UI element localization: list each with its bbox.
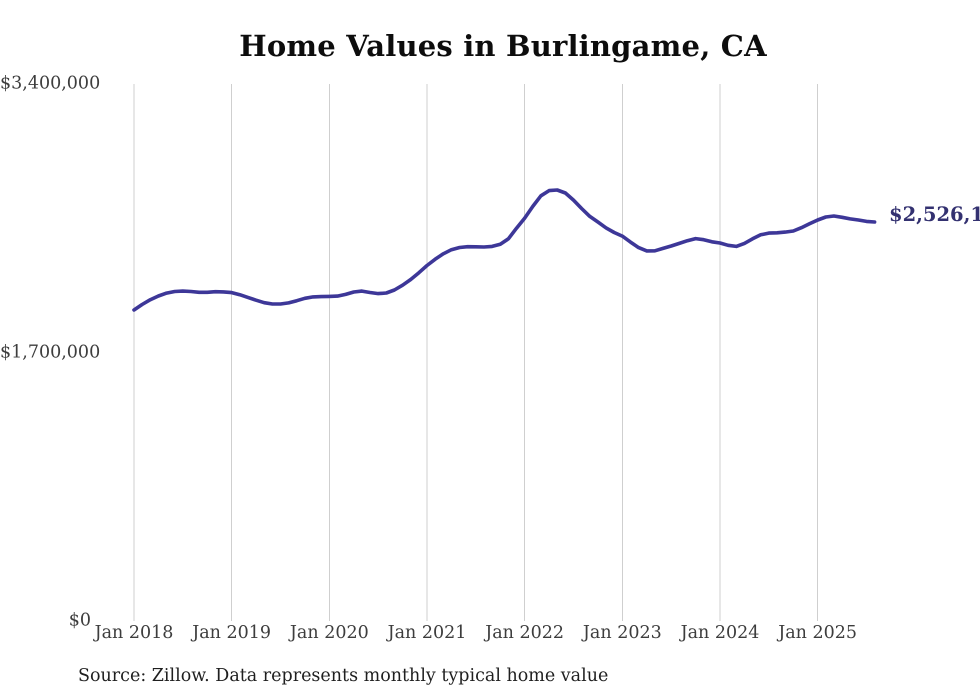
source-note: Source: Zillow. Data represents monthly … bbox=[78, 666, 609, 686]
x-axis-label: Jan 2023 bbox=[582, 623, 662, 643]
x-axis-label: Jan 2018 bbox=[94, 623, 174, 643]
x-axis-label: Jan 2022 bbox=[485, 623, 565, 643]
y-axis-label: $3,400,000 bbox=[0, 73, 101, 94]
x-axis-label: Jan 2020 bbox=[289, 623, 369, 643]
current-value-label: $2,526,108 bbox=[889, 203, 980, 226]
y-axis-label: $0 bbox=[68, 610, 91, 631]
home-value-line bbox=[132, 188, 877, 312]
x-axis-label: Jan 2021 bbox=[387, 623, 467, 643]
chart-title: Home Values in Burlingame, CA bbox=[239, 29, 767, 63]
x-axis-label: Jan 2019 bbox=[192, 623, 272, 643]
x-axis-label: Jan 2025 bbox=[778, 623, 858, 643]
y-axis-label: $1,700,000 bbox=[0, 342, 101, 363]
x-axis-label: Jan 2024 bbox=[680, 623, 760, 643]
